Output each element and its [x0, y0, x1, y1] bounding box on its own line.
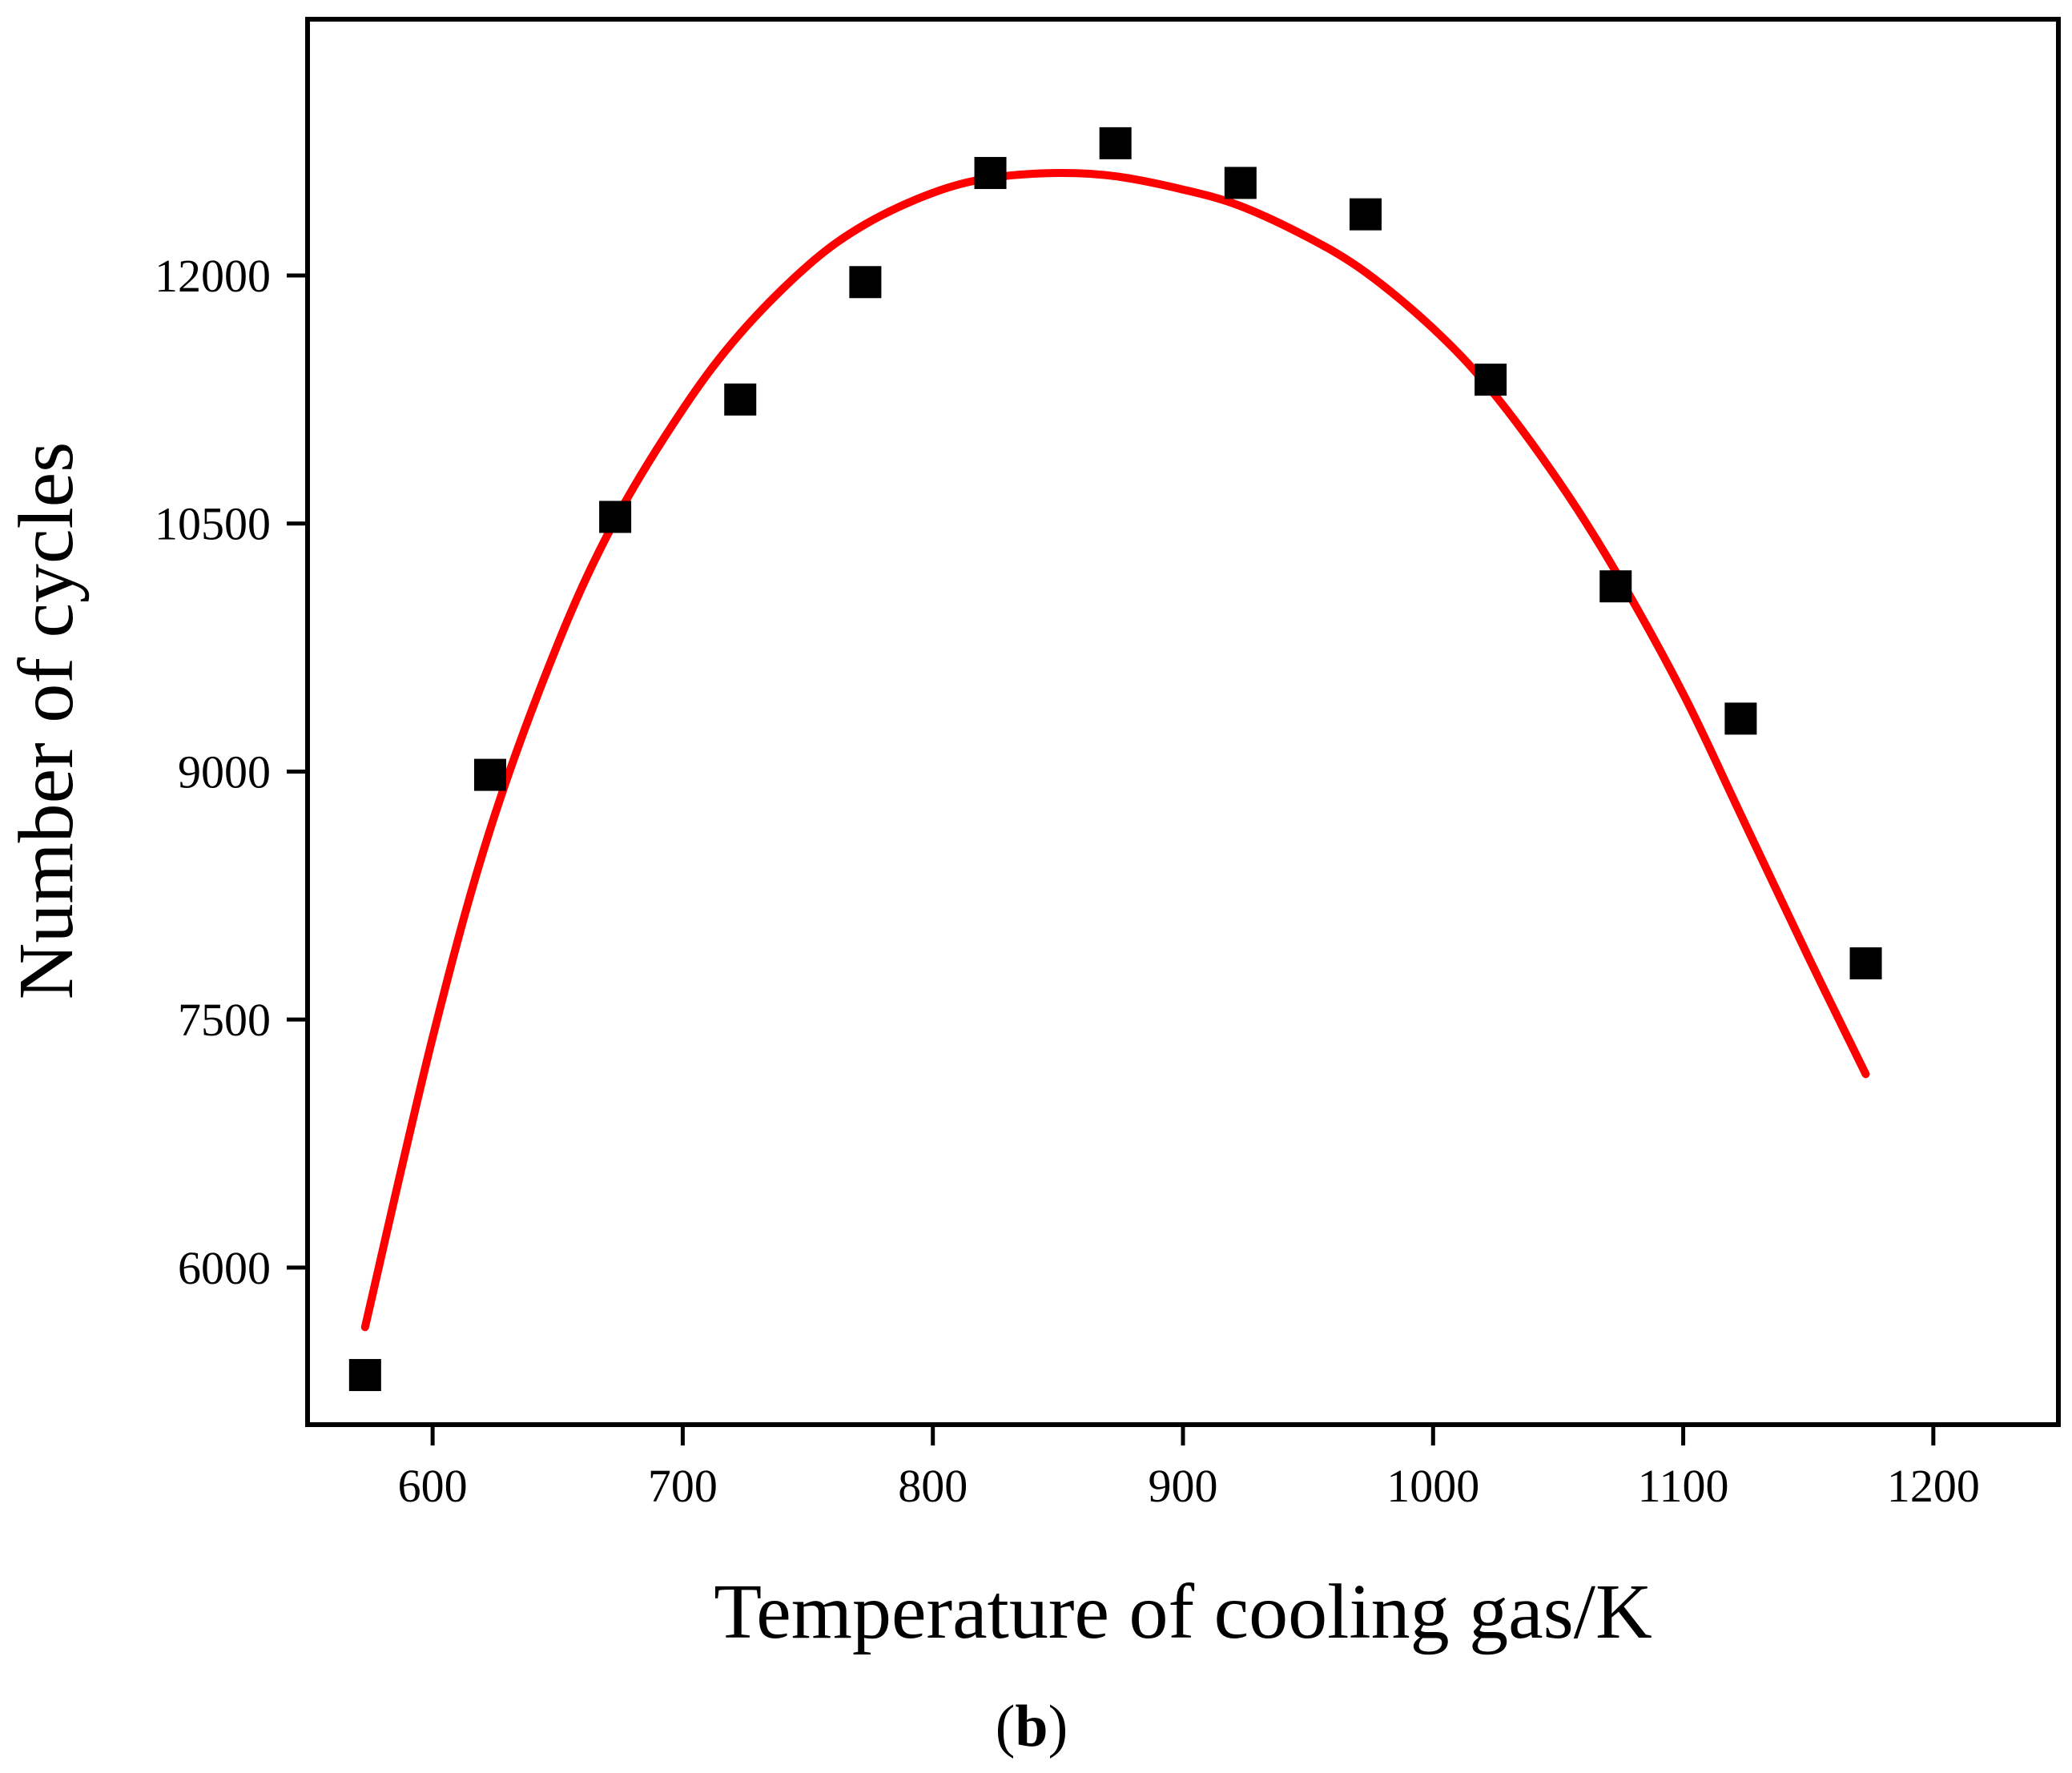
data-point: [473, 758, 506, 791]
data-point: [849, 266, 882, 299]
data-point: [1849, 947, 1882, 979]
y-tick-label: 9000: [178, 746, 271, 798]
fit-curve-line: [360, 168, 1870, 1332]
x-tick-label: 1200: [1887, 1460, 1980, 1512]
panel-label: (b): [996, 1694, 1068, 1759]
y-tick-label: 10500: [155, 498, 271, 550]
x-tick-label: 1100: [1638, 1460, 1729, 1512]
x-tick-label: 600: [398, 1460, 468, 1512]
y-axis-title: Number of cycles: [3, 442, 90, 1000]
data-point: [599, 501, 632, 533]
y-tick-label: 12000: [155, 250, 271, 302]
y-axis: 6000 7500 9000 10500 12000: [155, 250, 308, 1294]
data-point: [1099, 127, 1132, 159]
x-tick-label: 900: [1149, 1460, 1218, 1512]
data-point: [1349, 198, 1382, 231]
data-point: [348, 1359, 381, 1392]
panel-label-open: (: [996, 1694, 1016, 1759]
x-tick-label: 800: [898, 1460, 968, 1512]
x-axis-title: Temperature of cooling gas/K: [714, 1569, 1652, 1655]
y-tick-label: 7500: [178, 994, 271, 1046]
x-tick-label: 1000: [1386, 1460, 1479, 1512]
data-point: [1475, 364, 1507, 396]
data-point: [974, 157, 1007, 190]
panel-label-close: ): [1048, 1694, 1068, 1759]
plot-frame: [305, 17, 2061, 1427]
panel-label-letter: b: [1015, 1694, 1048, 1759]
x-axis: 600 700 800 900 1000 1100 1200: [398, 1425, 1980, 1512]
data-point: [1724, 702, 1757, 735]
data-point: [1599, 570, 1632, 603]
data-point: [1224, 167, 1257, 199]
data-points: [348, 127, 1882, 1392]
y-tick-label: 6000: [178, 1242, 271, 1294]
x-tick-label: 700: [648, 1460, 718, 1512]
data-point: [724, 383, 757, 416]
